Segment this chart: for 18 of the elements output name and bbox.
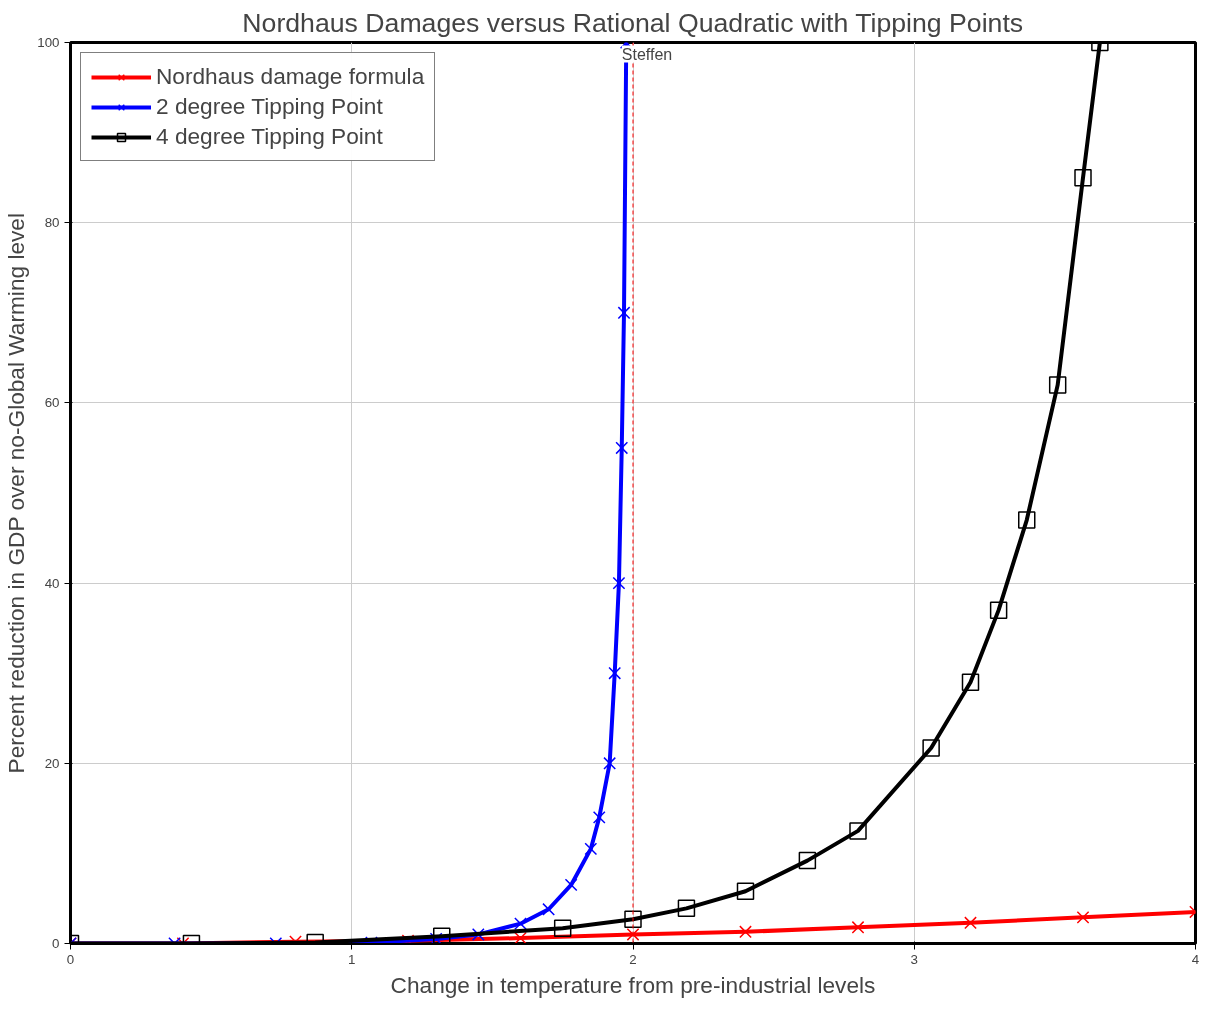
x-axis-title: Change in temperature from pre-industrial levels bbox=[390, 971, 876, 998]
y-tick-label: 60 bbox=[44, 395, 60, 411]
x-tick-label: 4 bbox=[1191, 951, 1200, 967]
y-tick-label: 40 bbox=[44, 575, 60, 591]
y-tick-label: 20 bbox=[44, 755, 60, 771]
chart-title: Nordhaus Damages versus Rational Quadratic with Tipping Points bbox=[242, 7, 1024, 38]
y-tick-label: 100 bbox=[37, 35, 60, 50]
y-tick-label: 0 bbox=[52, 936, 60, 951]
y-axis-title: Percent reduction in GDP over no-Global Warming level bbox=[3, 213, 30, 774]
ref-line-label: Steffen bbox=[621, 45, 673, 63]
legend-label: 4 degree Tipping Point bbox=[156, 123, 383, 150]
x-tick-label: 1 bbox=[348, 951, 356, 967]
x-tick-label: 0 bbox=[66, 951, 75, 967]
legend-label: Nordhaus damage formula bbox=[156, 63, 425, 90]
legend-label: 2 degree Tipping Point bbox=[156, 93, 383, 120]
x-tick-label: 3 bbox=[910, 951, 918, 967]
y-tick-label: 80 bbox=[44, 215, 60, 231]
x-tick-label: 2 bbox=[629, 951, 637, 967]
